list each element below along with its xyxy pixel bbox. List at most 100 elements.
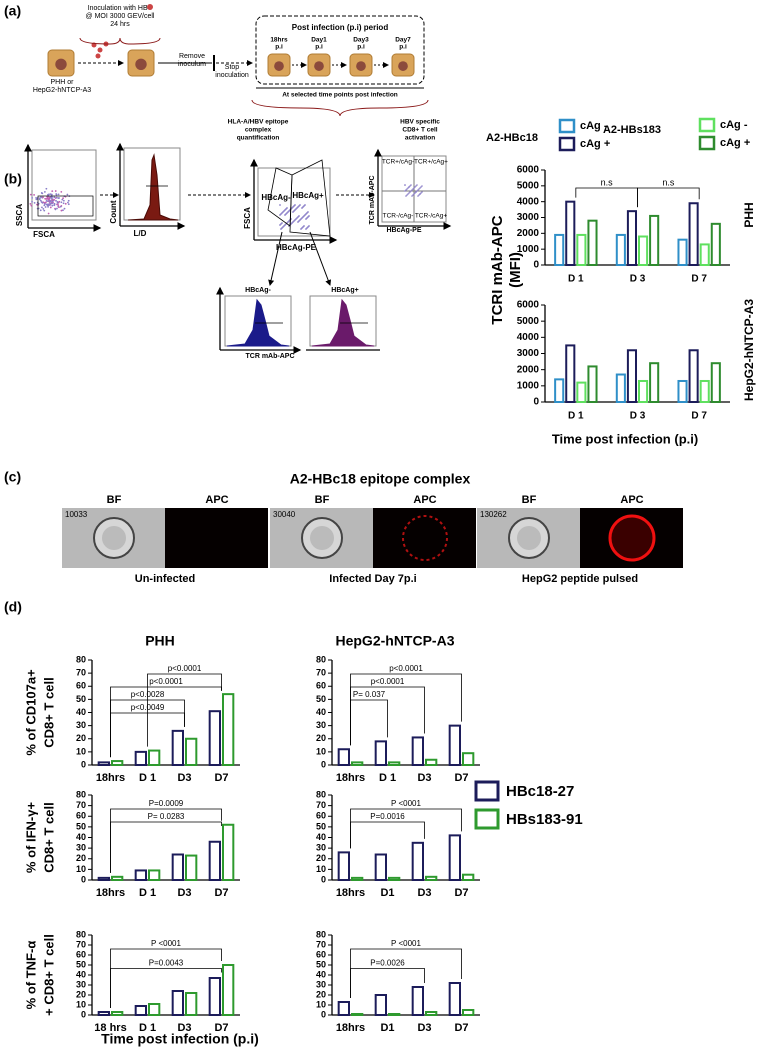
label: Infected Day 7p.i [329, 573, 416, 585]
event-dot [308, 225, 310, 227]
x-tick-label: D 1 [379, 772, 396, 784]
event-dot [46, 200, 49, 203]
y-tick-label: 70 [316, 939, 326, 949]
event-dot [33, 202, 36, 204]
event-dot [406, 188, 408, 190]
y-tick-label: 4000 [517, 196, 540, 207]
y-tick-label: 3000 [517, 348, 540, 359]
bar [448, 982, 461, 1016]
event-dot [281, 222, 283, 224]
period-box [255, 15, 425, 85]
event-dot [420, 186, 422, 188]
x-tick-label: D7 [214, 1022, 228, 1034]
event-dot [408, 186, 410, 188]
event-dot [412, 188, 414, 190]
bar [462, 752, 475, 766]
event-dot [57, 193, 60, 196]
y-axis-label: % of TNF-α [23, 941, 38, 1010]
bar [374, 994, 387, 1016]
bar [411, 736, 424, 766]
event-dot [406, 194, 408, 196]
label: HBcAg-PE [276, 243, 317, 252]
y-tick-label: 70 [76, 668, 86, 678]
legend-group: A2-HBs183 [603, 124, 661, 136]
bracket [251, 99, 429, 117]
x-tick-label: D1 [380, 887, 394, 899]
x-tick-label: D 1 [139, 887, 156, 899]
event-dot [36, 198, 38, 201]
y-tick-label: 20 [76, 853, 86, 863]
bar [565, 344, 576, 403]
significance-bracket [350, 821, 425, 849]
y-axis-label: % of IFN-γ+ [23, 802, 38, 874]
event-dot [39, 209, 42, 212]
p-value: P=0.0009 [149, 799, 184, 808]
event-dot [58, 200, 61, 203]
bar [448, 724, 461, 766]
event-dot [62, 209, 64, 212]
x-tick-label: D 3 [630, 274, 646, 285]
y-tick-label: 40 [76, 707, 86, 717]
y-tick-label: 30 [316, 843, 326, 853]
label: BF [315, 494, 330, 506]
y-tick-label: 60 [316, 949, 326, 959]
label: quantification [237, 135, 280, 142]
y-tick-label: 5000 [517, 316, 540, 327]
label: APC [620, 494, 643, 506]
x-tick-label: 18hrs [336, 887, 365, 899]
bar [554, 378, 565, 404]
p-value: p<0.0028 [131, 690, 165, 699]
x-tick-label: D3 [177, 887, 191, 899]
inoculation-text: @ MOI 3000 GEV/cell [86, 13, 155, 20]
panel-label: (a) [4, 3, 21, 19]
label: At selected time points post infection [282, 92, 398, 99]
label: HepG2 peptide pulsed [522, 573, 638, 585]
p-value: n.s [601, 177, 614, 187]
event-dot [47, 203, 50, 206]
label: Day1 [311, 37, 327, 44]
event-dot [49, 206, 52, 209]
bar [97, 876, 110, 881]
event-dot [51, 196, 53, 199]
y-tick-label: 50 [316, 821, 326, 831]
event-dot [404, 184, 406, 186]
bar [626, 349, 638, 403]
bar [710, 362, 721, 404]
bar [688, 349, 699, 403]
imaging-title: A2-HBc18 epitope complex [290, 471, 471, 487]
label: L/D [134, 229, 147, 238]
label: TCR mAb-APC [246, 353, 295, 360]
x-tick-label: D3 [417, 772, 431, 784]
label: CD8+ T cell [402, 127, 437, 134]
legend-swatch [474, 808, 500, 830]
bar [171, 853, 184, 881]
p-value: p<0.0049 [131, 703, 165, 712]
label: BF [522, 494, 537, 506]
label: p.i [399, 44, 407, 51]
event-dot [29, 193, 32, 196]
event-dot [405, 195, 407, 197]
virus [147, 4, 153, 10]
y-tick-label: 30 [316, 720, 326, 730]
significance-bracket [110, 686, 222, 758]
bar [649, 214, 660, 267]
line [268, 231, 283, 286]
event-dot [66, 201, 69, 204]
bar [576, 233, 587, 267]
x-tick-label: D 7 [691, 274, 707, 285]
significance-bracket [350, 968, 425, 998]
bar [638, 379, 649, 404]
x-tick-label: D 1 [568, 411, 584, 422]
bar [425, 1011, 438, 1016]
x-tick-label: 18hrs [96, 887, 125, 899]
label: HBV specific [400, 119, 440, 126]
bar [111, 760, 124, 766]
significance-bracket [110, 968, 222, 1008]
y-tick-label: 40 [76, 969, 86, 979]
significance-bracket [350, 948, 462, 998]
label: HepG2-hNTCP-A3 [33, 87, 91, 94]
event-dot [56, 207, 58, 210]
nucleus [135, 58, 147, 71]
y-tick-label: 30 [76, 720, 86, 730]
